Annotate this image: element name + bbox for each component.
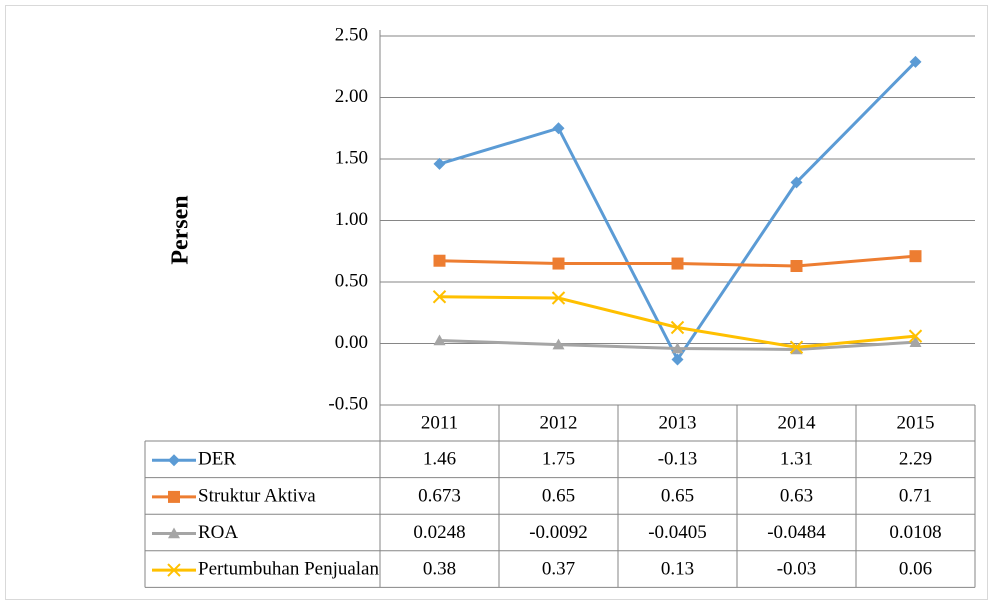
legend-label: ROA [198,522,238,543]
marker [552,257,565,270]
marker [433,254,446,267]
x-tick-label: 2013 [659,412,697,433]
marker [433,157,446,170]
marker [671,353,684,366]
table-value: -0.03 [777,558,817,579]
marker [168,454,180,467]
table-value: -0.0405 [648,522,707,543]
y-tick-label: 0.50 [335,270,368,291]
x-tick-label: 2012 [540,412,578,433]
table-value: 0.65 [661,485,694,506]
y-tick-label: 0.00 [335,332,368,353]
table-value: -0.13 [658,449,698,470]
marker [908,329,923,343]
y-tick-label: -0.50 [328,393,368,414]
marker [671,342,684,354]
table-value: 1.46 [423,449,456,470]
marker [168,527,180,539]
marker [909,250,922,263]
y-tick-label: 1.00 [335,209,368,230]
marker [790,176,803,189]
y-tick-label: 1.50 [335,147,368,168]
marker [167,563,181,577]
marker [168,490,180,503]
marker [432,290,447,304]
chart-border [5,5,988,600]
table-value: 2.29 [899,449,932,470]
marker [789,340,804,354]
y-tick-label: 2.00 [335,86,368,107]
legend-label: DER [198,449,236,470]
table-value: 1.31 [780,449,813,470]
x-tick-label: 2011 [421,412,458,433]
marker [671,257,684,270]
y-tick-label: 2.50 [335,24,368,45]
marker [551,291,566,305]
table-value: 0.63 [780,485,813,506]
table-value: 0.673 [418,485,461,506]
legend-label: Pertumbuhan Penjualan [198,558,379,579]
marker [909,336,922,347]
table-value: 0.71 [899,485,932,506]
table-value: 0.38 [423,558,456,579]
legend-label: Struktur Aktiva [198,485,316,506]
table-value: -0.0092 [529,522,588,543]
marker [552,338,565,350]
table-value: 0.37 [542,558,575,579]
table-value: 0.0248 [413,522,465,543]
table-value: 0.0108 [889,522,941,543]
marker [790,260,803,273]
marker [552,122,565,135]
table-value: 1.75 [542,449,575,470]
marker [670,320,685,335]
y-axis-label: Persen [168,195,194,264]
marker [909,55,922,68]
table-value: 0.06 [899,558,932,579]
table-value: 0.65 [542,485,575,506]
marker [433,334,446,346]
x-tick-label: 2014 [778,412,817,433]
table-value: -0.0484 [767,522,826,543]
x-tick-label: 2015 [897,412,935,433]
table-value: 0.13 [661,558,694,579]
